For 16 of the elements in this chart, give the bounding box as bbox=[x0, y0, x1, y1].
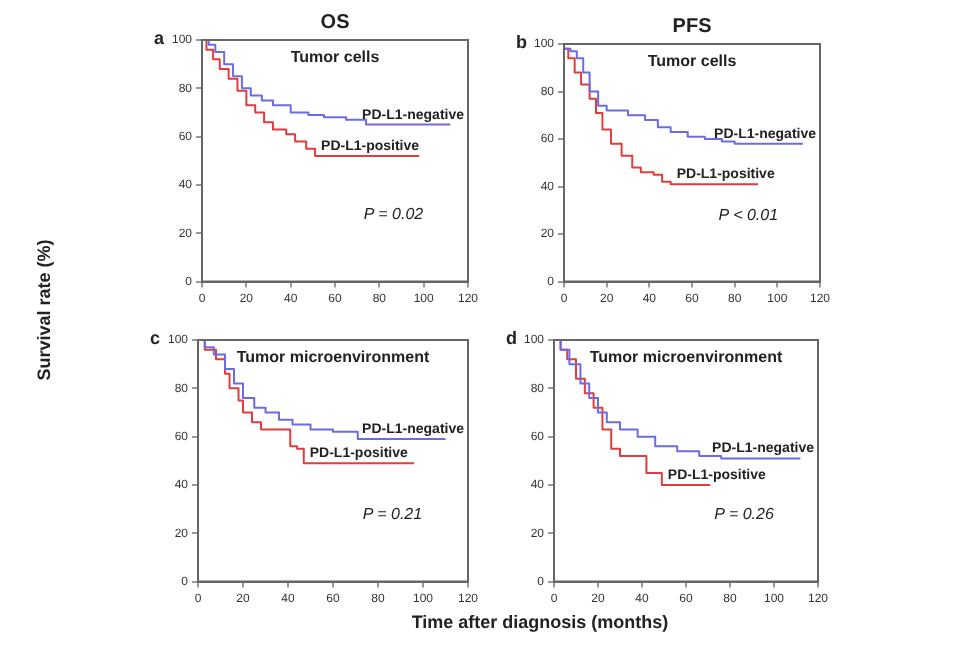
annotation: P = 0.21 bbox=[362, 504, 423, 523]
chart-title: OS bbox=[320, 12, 351, 34]
chart-title: PFS bbox=[672, 16, 713, 38]
y-axis-title: Survival rate (%) bbox=[34, 237, 54, 385]
annotation: P = 0.02 bbox=[363, 204, 425, 223]
text: c bbox=[150, 328, 161, 348]
text: d bbox=[506, 328, 518, 348]
text: Tumor cells bbox=[647, 52, 738, 70]
text: Tumor microenvironment bbox=[236, 348, 430, 366]
annotation: P = 0.26 bbox=[714, 504, 775, 523]
annotation: P < 0.01 bbox=[718, 205, 779, 224]
x-axis-title: Time after diagnosis (months) bbox=[409, 612, 671, 632]
text: b bbox=[516, 32, 529, 52]
text: Tumor microenvironment bbox=[589, 348, 783, 366]
text: a bbox=[154, 28, 167, 48]
text: Tumor cells bbox=[290, 48, 381, 66]
